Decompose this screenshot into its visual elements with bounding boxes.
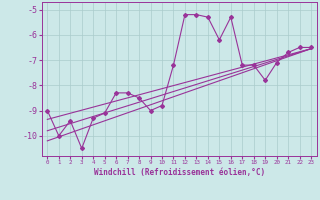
X-axis label: Windchill (Refroidissement éolien,°C): Windchill (Refroidissement éolien,°C) — [94, 168, 265, 177]
